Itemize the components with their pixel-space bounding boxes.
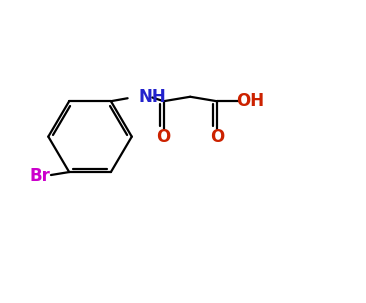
Text: NH: NH (138, 88, 166, 106)
Text: Br: Br (30, 167, 51, 185)
Text: O: O (210, 128, 224, 146)
Text: OH: OH (236, 92, 264, 110)
Text: O: O (157, 128, 171, 146)
